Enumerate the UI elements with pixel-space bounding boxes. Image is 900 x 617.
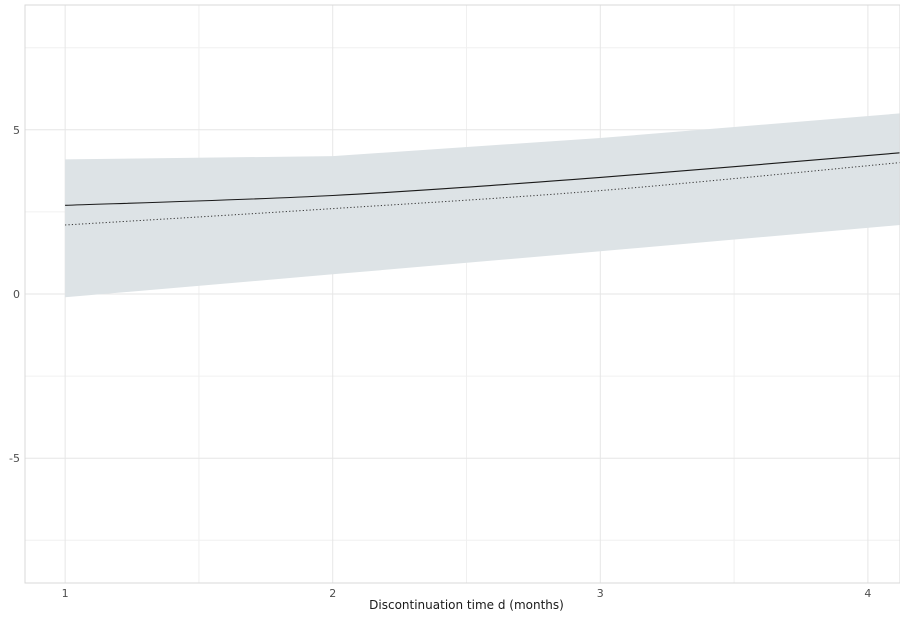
y-tick-labels: -5 0 5 [9,124,20,465]
x-tick-label: 4 [864,587,871,600]
x-tick-label: 3 [597,587,604,600]
x-tick-labels: 1 2 3 4 [62,587,872,600]
x-tick-label: 1 [62,587,69,600]
y-tick-label: 0 [13,288,20,301]
series-line-solid [65,152,900,206]
major-gridlines [25,5,900,583]
series-line-dotted [65,162,900,226]
confidence-band [65,113,900,298]
y-tick-label: -5 [9,452,20,465]
panel-border [24,4,900,584]
y-tick-label: 5 [13,124,20,137]
series-layer [65,152,900,226]
x-tick-label: 2 [329,587,336,600]
x-axis-title: Discontinuation time d (months) [369,598,564,612]
confidence-band-layer [65,113,900,298]
